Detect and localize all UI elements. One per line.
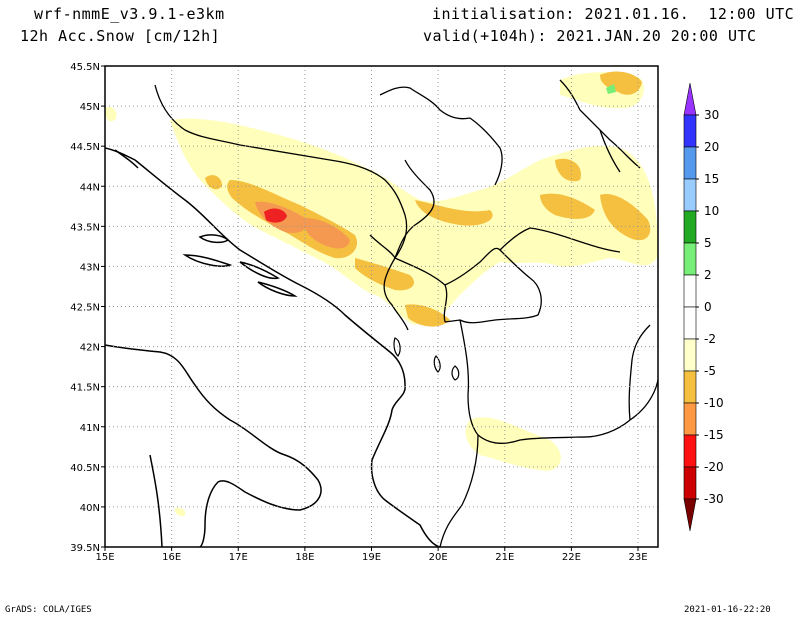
lat-tick-label: 39.5N — [70, 543, 100, 554]
lat-tick-label: 41N — [80, 423, 100, 434]
country-borders — [154, 79, 658, 547]
field-title: 12h Acc.Snow [cm/12h] — [20, 27, 221, 45]
init-time: initialisation: 2021.01.16. 12:00 UTC — [432, 5, 795, 23]
colorbar-label: -10 — [704, 396, 724, 410]
colorbar-segment — [683, 146, 697, 180]
lat-tick-label: 45N — [80, 102, 100, 113]
lon-tick-label: 22E — [562, 552, 581, 563]
colorbar-segment — [683, 434, 697, 468]
colorbar-segment — [683, 178, 697, 212]
snow-intense-shading — [264, 208, 287, 223]
grid-lines — [105, 66, 658, 547]
colorbar-segment — [683, 274, 697, 308]
lat-tick-label: 45.5N — [70, 62, 100, 73]
lat-tick-label: 44.5N — [70, 142, 100, 153]
colorbar-label: 30 — [704, 108, 719, 122]
colorbar-segment — [683, 338, 697, 372]
lat-tick-label: 40.5N — [70, 463, 100, 474]
lat-tick-label: 41.5N — [70, 383, 100, 394]
lat-tick-label: 43N — [80, 262, 100, 273]
lon-tick-label: 17E — [229, 552, 248, 563]
colorbar-label: -5 — [704, 364, 716, 378]
colorbar-segment — [683, 466, 697, 500]
colorbar-segment — [683, 210, 697, 244]
lon-tick-label: 18E — [295, 552, 314, 563]
colorbar-label: 15 — [704, 172, 719, 186]
map-area — [105, 71, 658, 547]
model-title: wrf-nmmE_v3.9.1-e3km — [34, 5, 225, 23]
colorbar-segment — [683, 370, 697, 404]
colorbar-label: 20 — [704, 140, 719, 154]
lat-tick-label: 42.5N — [70, 303, 100, 314]
lon-tick-label: 21E — [495, 552, 514, 563]
colorbar-label: -15 — [704, 428, 724, 442]
valid-time: valid(+104h): 2021.JAN.20 20:00 UTC — [423, 27, 757, 45]
colorbar-segment — [683, 242, 697, 276]
lat-tick-label: 42N — [80, 343, 100, 354]
colorbar-top-arrow — [683, 82, 697, 116]
lat-tick-label: 43.5N — [70, 222, 100, 233]
green-patch — [606, 84, 616, 94]
lon-tick-label: 19E — [362, 552, 381, 563]
colorbar-segment — [683, 114, 697, 148]
colorbar-label: -2 — [704, 332, 716, 346]
footer-credit: GrADS: COLA/IGES — [5, 605, 92, 615]
lat-tick-label: 40N — [80, 503, 100, 514]
colorbar-label: -30 — [704, 492, 724, 506]
coastline — [105, 147, 441, 547]
colorbar-segment — [683, 402, 697, 436]
axes: 15E 16E 17E 18E 19E 20E 21E 22E 23E 45.5N 45N 44.5N… — [70, 62, 647, 563]
lon-tick-label: 16E — [162, 552, 181, 563]
colorbar-segment — [683, 306, 697, 340]
colorbar-bottom-arrow — [683, 498, 697, 532]
footer-timestamp: 2021-01-16-22:20 — [684, 605, 771, 615]
lon-tick-label: 15E — [95, 552, 114, 563]
lakes — [393, 337, 460, 381]
lat-tick-label: 44N — [80, 182, 100, 193]
lon-tick-label: 23E — [628, 552, 647, 563]
snow-light-shading — [105, 72, 658, 517]
colorbar-label: 2 — [704, 268, 712, 282]
colorbar-label: 10 — [704, 204, 719, 218]
colorbar-label: 5 — [704, 236, 712, 250]
lon-tick-label: 20E — [429, 552, 448, 563]
colorbar-label: 0 — [704, 300, 712, 314]
colorbar-label: -20 — [704, 460, 724, 474]
